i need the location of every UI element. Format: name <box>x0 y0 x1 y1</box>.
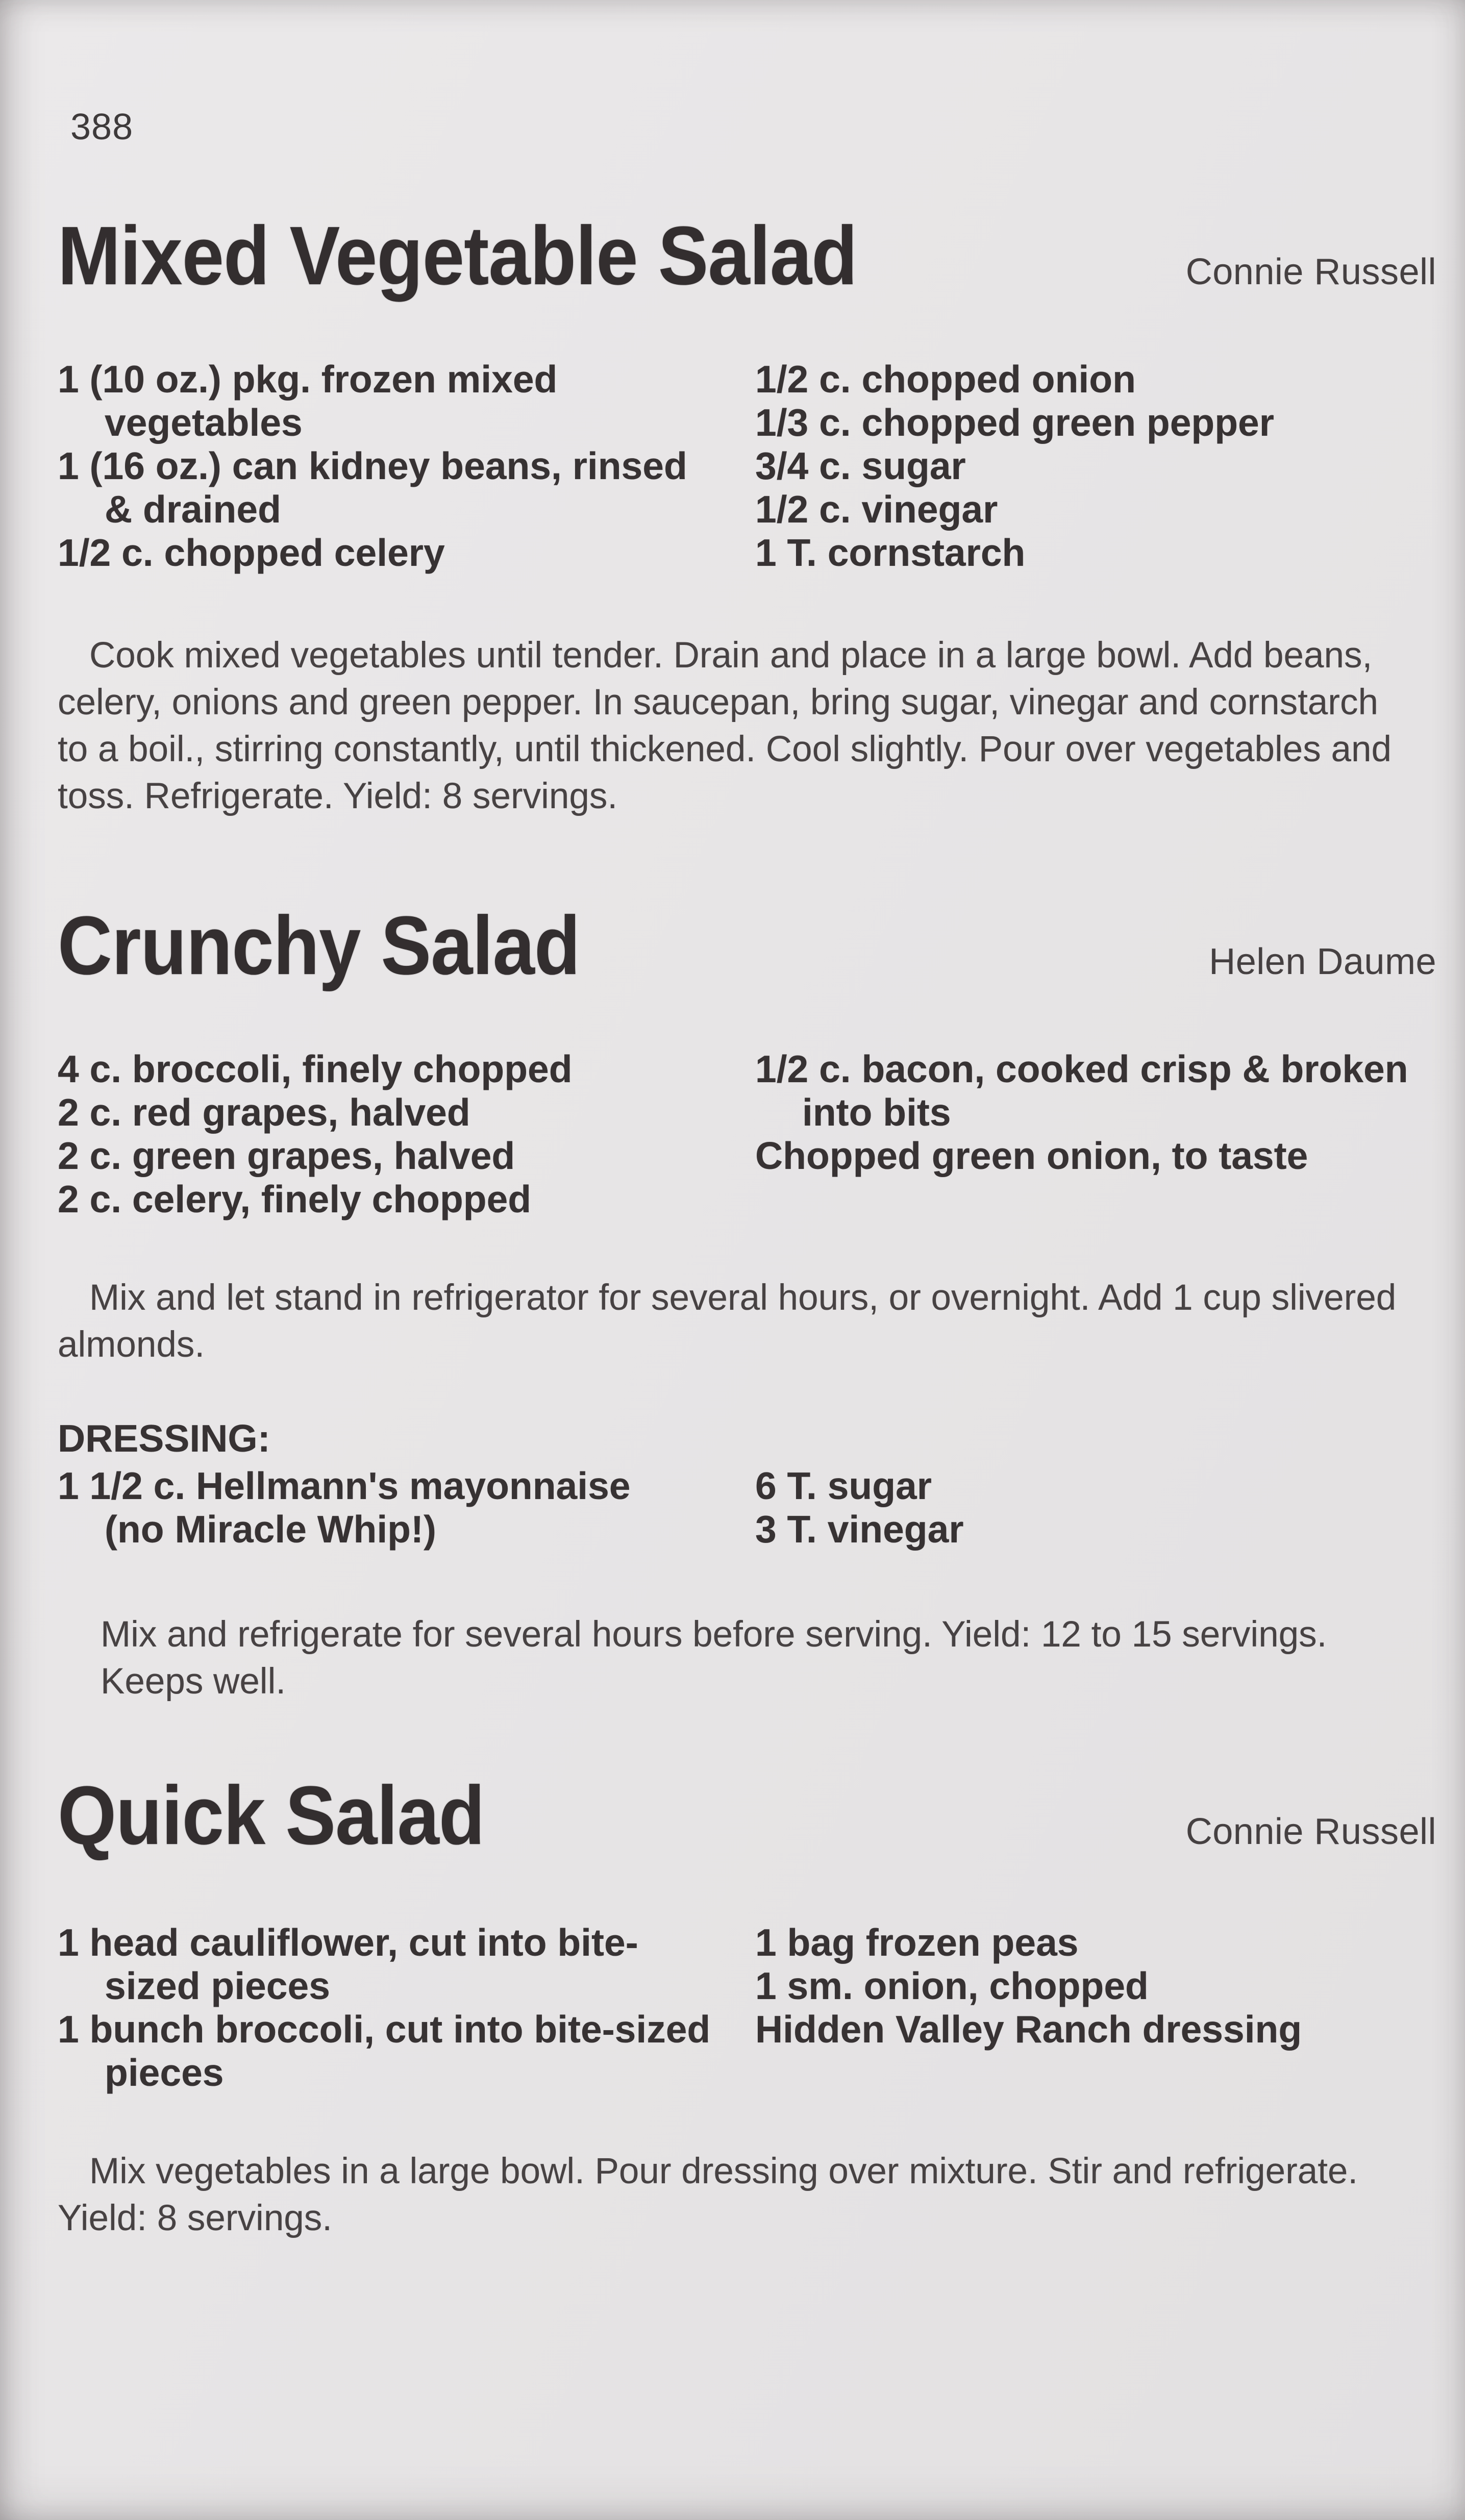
ingredient-item: 2 c. green grapes, halved <box>58 1134 515 1177</box>
ingredient-item: 1 bunch broccoli, cut into bite-sized pi… <box>58 2007 711 2094</box>
dressing-heading: DRESSING: <box>58 1416 270 1460</box>
recipe-author: Helen Daume <box>1209 941 1436 982</box>
ingredient-item: 4 c. broccoli, finely chopped <box>58 1047 573 1090</box>
dressing-ingredients-list: 1 1/2 c. Hellmann's mayonnaise (no Mirac… <box>58 1464 1436 1551</box>
ingredient-item: 6 T. sugar <box>755 1464 932 1507</box>
recipe-header: Quick Salad Connie Russell <box>58 1770 1436 1861</box>
recipe-title: Crunchy Salad <box>58 899 580 992</box>
recipe-author: Connie Russell <box>1185 252 1436 292</box>
recipe-quick-salad: Quick Salad Connie Russell 1 head caulif… <box>58 1770 1436 2242</box>
ingredient-item: 2 c. celery, finely chopped <box>58 1177 532 1220</box>
ingredients-column-left: 1 head cauliflower, cut into bite- sized… <box>58 1921 755 2094</box>
ingredients-list: 1 head cauliflower, cut into bite- sized… <box>58 1921 1436 2094</box>
ingredients-column-left: 1 (10 oz.) pkg. frozen mixed vegetables … <box>58 358 755 575</box>
ingredients-list: 1 (10 oz.) pkg. frozen mixed vegetables … <box>58 358 1436 575</box>
instructions-paragraph: Mix vegetables in a large bowl. Pour dre… <box>58 2151 1358 2238</box>
ingredient-item: 1/2 c. vinegar <box>755 487 998 531</box>
ingredient-item: 1 (10 oz.) pkg. frozen mixed vegetables <box>58 357 558 444</box>
recipe-title: Quick Salad <box>58 1769 485 1862</box>
recipe-mixed-vegetable-salad: Mixed Vegetable Salad Connie Russell 1 (… <box>58 210 1436 820</box>
instructions-paragraph: Cook mixed vegetables until tender. Drai… <box>58 635 1392 816</box>
ingredient-item: 1/2 c. chopped onion <box>755 357 1136 401</box>
ingredient-item: 1/2 c. chopped celery <box>58 531 445 574</box>
ingredient-item: 1 T. cornstarch <box>755 531 1026 574</box>
ingredients-column-right: 6 T. sugar 3 T. vinegar <box>755 1464 1436 1551</box>
ingredient-item: 3 T. vinegar <box>755 1507 964 1551</box>
ingredient-item: 2 c. red grapes, halved <box>58 1090 470 1134</box>
ingredient-item: 3/4 c. sugar <box>755 444 966 487</box>
ingredient-item: 1/2 c. bacon, cooked crisp & broken into… <box>755 1047 1408 1134</box>
ingredient-item: Hidden Valley Ranch dressing <box>755 2007 1302 2051</box>
instructions-paragraph: Mix and let stand in refrigerator for se… <box>58 1277 1397 1365</box>
ingredient-item: 1 head cauliflower, cut into bite- sized… <box>58 1920 638 2007</box>
ingredients-list: 4 c. broccoli, finely chopped 2 c. red g… <box>58 1047 1436 1221</box>
ingredient-item: 1 sm. onion, chopped <box>755 1964 1149 2007</box>
ingredient-item: 1/3 c. chopped green pepper <box>755 401 1274 444</box>
ingredients-column-right: 1/2 c. chopped onion 1/3 c. chopped gree… <box>755 358 1436 575</box>
ingredients-column-right: 1/2 c. bacon, cooked crisp & broken into… <box>755 1047 1436 1221</box>
recipe-crunchy-salad: Crunchy Salad Helen Daume 4 c. broccoli,… <box>58 900 1436 1705</box>
ingredient-item: Chopped green onion, to taste <box>755 1134 1308 1177</box>
ingredient-item: 1 bag frozen peas <box>755 1920 1079 1964</box>
dressing-instructions-paragraph: Mix and refrigerate for several hours be… <box>101 1614 1327 1702</box>
ingredient-item: 1 (16 oz.) can kidney beans, rinsed & dr… <box>58 444 687 531</box>
recipe-title: Mixed Vegetable Salad <box>58 209 858 303</box>
recipe-header: Crunchy Salad Helen Daume <box>58 900 1436 991</box>
recipe-author: Connie Russell <box>1185 1811 1436 1852</box>
page-number: 388 <box>70 107 134 147</box>
recipe-header: Mixed Vegetable Salad Connie Russell <box>58 210 1436 302</box>
ingredients-column-left: 1 1/2 c. Hellmann's mayonnaise (no Mirac… <box>58 1464 755 1551</box>
ingredients-column-right: 1 bag frozen peas 1 sm. onion, chopped H… <box>755 1921 1436 2094</box>
ingredients-column-left: 4 c. broccoli, finely chopped 2 c. red g… <box>58 1047 755 1221</box>
ingredient-item: 1 1/2 c. Hellmann's mayonnaise (no Mirac… <box>58 1464 631 1551</box>
